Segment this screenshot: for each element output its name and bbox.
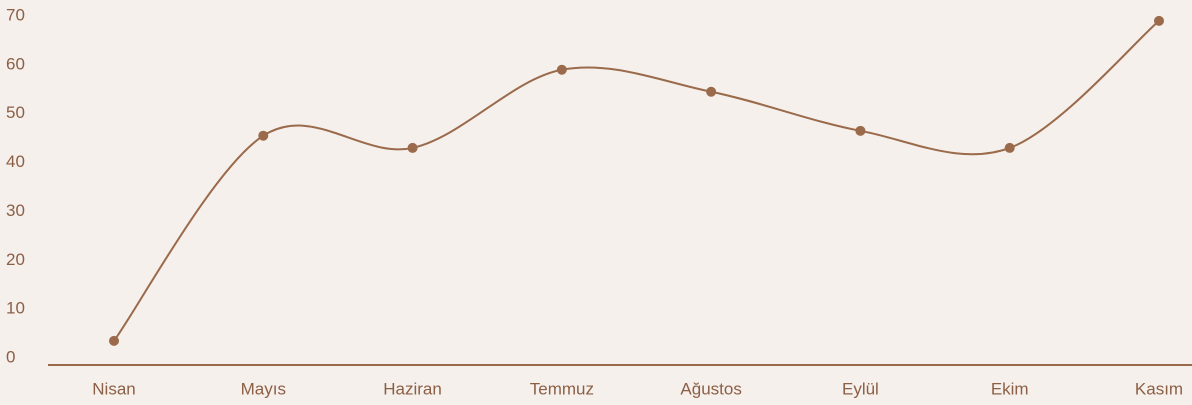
point xyxy=(706,86,717,97)
y-tick-label: 0 xyxy=(6,347,15,366)
x-tick-label: Eylül xyxy=(842,379,879,398)
y-tick-label: 10 xyxy=(6,299,25,318)
point xyxy=(1154,15,1164,26)
x-tick-label: Mayıs xyxy=(241,379,286,398)
y-tick-label: 50 xyxy=(6,103,25,122)
y-tick-label: 70 xyxy=(6,5,25,24)
y-tick-label: 40 xyxy=(6,152,25,171)
x-tick-label: Nisan xyxy=(92,379,135,398)
point xyxy=(855,125,866,136)
point xyxy=(407,142,418,153)
x-tick-label: Ekim xyxy=(991,379,1029,398)
point xyxy=(109,335,119,346)
x-tick-label: Temmuz xyxy=(530,379,594,398)
point xyxy=(556,64,567,75)
x-tick-label: Ağustos xyxy=(680,379,741,398)
y-tick-label: 30 xyxy=(6,201,25,220)
x-tick-label: Haziran xyxy=(383,379,442,398)
point xyxy=(258,130,269,141)
y-tick-label: 60 xyxy=(6,54,25,73)
point xyxy=(1004,142,1015,153)
y-tick-label: 20 xyxy=(6,250,25,269)
x-tick-label: Kasım xyxy=(1135,379,1183,398)
